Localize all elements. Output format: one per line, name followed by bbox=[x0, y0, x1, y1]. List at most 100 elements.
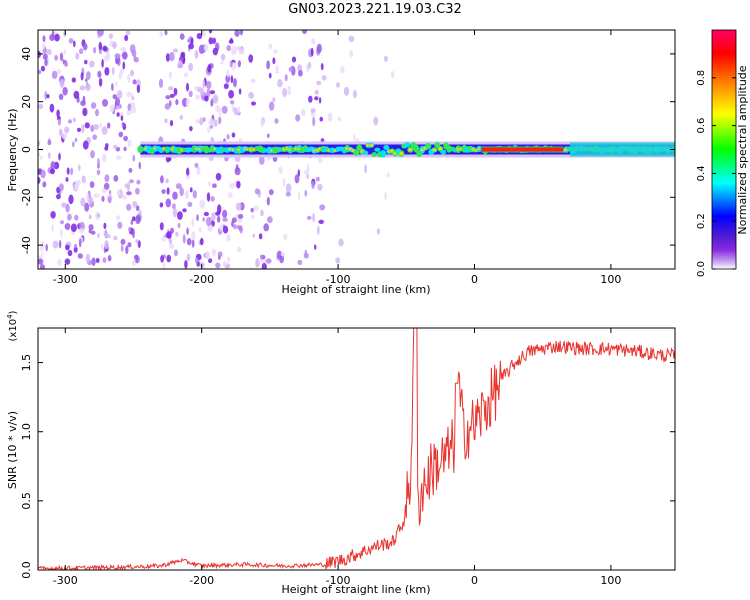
noise-blob bbox=[128, 167, 133, 173]
colorbar-tick-label: 0.6 bbox=[696, 118, 707, 134]
noise-blob bbox=[97, 232, 100, 239]
noise-blob bbox=[188, 62, 194, 72]
noise-blob bbox=[238, 88, 242, 95]
noise-blob bbox=[337, 117, 342, 122]
noise-blob bbox=[74, 214, 79, 221]
noise-blob bbox=[38, 103, 44, 110]
noise-blob bbox=[79, 85, 86, 91]
x-tick-label: 0 bbox=[471, 273, 478, 286]
noise-blob bbox=[108, 189, 112, 195]
noise-blob bbox=[103, 182, 110, 190]
noise-blob bbox=[238, 46, 244, 55]
noise-blob bbox=[93, 123, 99, 131]
snr-series-line bbox=[38, 328, 675, 570]
noise-blob bbox=[116, 155, 122, 160]
noise-blob bbox=[166, 231, 172, 239]
noise-blob bbox=[58, 152, 61, 161]
noise-blob bbox=[86, 71, 91, 80]
ridge-core-blob bbox=[362, 150, 369, 155]
noise-blob bbox=[268, 189, 274, 196]
noise-blob bbox=[124, 34, 129, 42]
noise-blob bbox=[38, 69, 42, 75]
noise-blob bbox=[236, 224, 241, 230]
noise-blob bbox=[107, 255, 112, 262]
noise-blob bbox=[310, 108, 316, 113]
noise-blob bbox=[307, 61, 312, 70]
colorbar-tick-label: 0.4 bbox=[696, 165, 707, 181]
noise-blob bbox=[217, 251, 223, 258]
noise-blob bbox=[50, 161, 56, 171]
noise-blob bbox=[72, 117, 77, 123]
noise-blob bbox=[206, 88, 211, 98]
noise-blob bbox=[46, 94, 50, 99]
noise-blob bbox=[179, 114, 184, 121]
noise-blob bbox=[126, 91, 131, 98]
noise-blob bbox=[56, 109, 60, 118]
noise-blob bbox=[315, 176, 320, 182]
noise-blob bbox=[311, 180, 315, 190]
noise-blob bbox=[97, 157, 100, 168]
ridge-right-band bbox=[569, 142, 675, 157]
spectrogram-x-label: Height of straight line (km) bbox=[281, 283, 430, 296]
noise-blob bbox=[320, 63, 324, 71]
ridge-core-blob bbox=[413, 144, 420, 153]
noise-blob bbox=[44, 58, 48, 67]
noise-blob bbox=[104, 240, 109, 250]
noise-blob bbox=[40, 155, 43, 161]
noise-blob bbox=[170, 227, 175, 234]
noise-blob bbox=[349, 50, 353, 58]
noise-blob bbox=[112, 41, 117, 49]
noise-blob bbox=[218, 116, 222, 125]
noise-blob bbox=[41, 251, 44, 258]
noise-blob bbox=[127, 73, 131, 83]
noise-blob bbox=[206, 192, 211, 202]
ridge-hot-blob bbox=[399, 152, 404, 155]
noise-blob bbox=[73, 40, 76, 48]
noise-blob bbox=[260, 254, 263, 260]
noise-blob bbox=[51, 224, 54, 233]
noise-blob bbox=[121, 122, 125, 127]
noise-blob bbox=[195, 257, 199, 264]
noise-blob bbox=[352, 89, 357, 99]
colorbar-ticks: 0.0 0.2 0.4 0.6 0.8 bbox=[696, 70, 736, 277]
noise-blob bbox=[260, 209, 264, 217]
noise-blob bbox=[120, 244, 124, 252]
noise-blob bbox=[90, 102, 97, 109]
noise-blob bbox=[175, 99, 179, 106]
noise-blob bbox=[205, 250, 210, 260]
noise-blob bbox=[267, 133, 270, 138]
noise-blob bbox=[54, 33, 60, 42]
noise-blob bbox=[138, 210, 142, 215]
noise-blob bbox=[161, 189, 166, 194]
noise-blob bbox=[158, 78, 164, 89]
y-tick-label: 0.5 bbox=[20, 492, 33, 510]
noise-blob bbox=[169, 119, 174, 127]
noise-blob bbox=[87, 196, 93, 204]
noise-blob bbox=[126, 191, 132, 196]
noise-blob bbox=[160, 254, 165, 263]
noise-blob bbox=[90, 150, 95, 159]
noise-blob bbox=[191, 218, 195, 227]
noise-blob bbox=[205, 216, 212, 227]
noise-blob bbox=[196, 166, 201, 176]
noise-blob bbox=[50, 168, 55, 175]
noise-blob bbox=[45, 243, 48, 252]
noise-blob bbox=[113, 235, 118, 241]
noise-blob bbox=[196, 214, 199, 222]
noise-blob bbox=[282, 177, 286, 187]
noise-blob bbox=[111, 66, 115, 76]
noise-blob bbox=[175, 231, 179, 237]
noise-blob bbox=[90, 124, 95, 132]
noise-blob bbox=[198, 226, 202, 233]
noise-blob bbox=[58, 183, 64, 192]
noise-blob bbox=[188, 90, 193, 98]
noise-blob bbox=[186, 238, 192, 246]
noise-blob bbox=[184, 190, 190, 200]
noise-blob bbox=[136, 84, 141, 94]
noise-blob bbox=[316, 80, 322, 86]
noise-blob bbox=[122, 61, 126, 70]
noise-blob bbox=[38, 258, 44, 265]
noise-blob bbox=[255, 258, 260, 268]
noise-blob bbox=[102, 45, 108, 52]
noise-blob bbox=[212, 47, 218, 56]
